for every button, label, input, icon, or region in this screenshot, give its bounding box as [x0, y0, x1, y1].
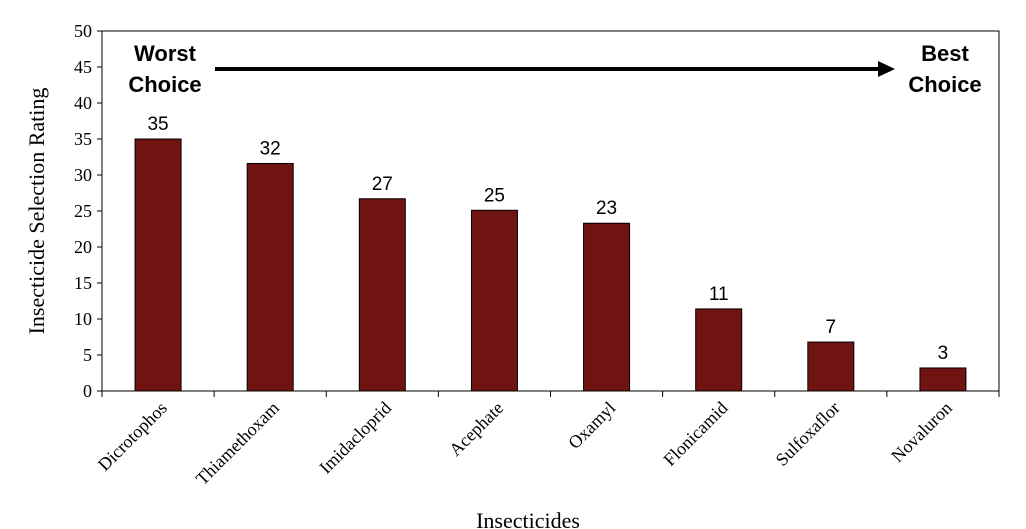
y-tick-label: 45 [74, 57, 92, 77]
data-label: 25 [484, 185, 505, 206]
x-tick-label: Imidacloprid [315, 398, 395, 478]
direction-arrow-head [878, 61, 895, 77]
x-tick-label: Novaluron [887, 398, 956, 467]
y-tick-label: 5 [83, 345, 92, 365]
data-label: 35 [147, 114, 168, 135]
y-tick-label: 20 [74, 237, 92, 257]
x-tick-label: Sulfoxaflor [772, 398, 844, 470]
y-axis: 0 5 10 15 20 25 30 35 40 45 50 [74, 21, 102, 401]
x-tick-label: Thiamethoxam [192, 398, 283, 489]
x-tick-label: Acephate [445, 398, 507, 460]
x-axis-title: Insecticides [476, 508, 580, 529]
bar-oxamyl [583, 222, 631, 392]
data-labels: 35 32 27 25 23 11 7 3 [147, 114, 948, 364]
y-tick-label: 50 [74, 21, 92, 41]
y-tick-label: 30 [74, 165, 92, 185]
x-tick-label: Flonicamid [659, 398, 731, 470]
y-tick-label: 40 [74, 93, 92, 113]
x-tick-label: Oxamyl [564, 398, 619, 453]
data-label: 3 [938, 343, 949, 364]
y-tick-label: 35 [74, 129, 92, 149]
bar-imidacloprid [358, 198, 406, 392]
x-axis: Dicrotophos Thiamethoxam Imidacloprid Aceph… [94, 391, 1000, 489]
plot-frame [101, 30, 1000, 392]
y-tick-label: 15 [74, 273, 92, 293]
data-label: 11 [709, 284, 729, 305]
data-label: 27 [372, 174, 393, 195]
bar-thiamethoxam [246, 162, 294, 392]
bar-acephate [470, 209, 518, 392]
worst-label-line2: Choice [128, 72, 201, 97]
bar-sulfoxaflor [807, 341, 855, 392]
x-tick-label: Dicrotophos [94, 398, 171, 475]
y-axis-title: Insecticide Selection Rating [24, 88, 49, 335]
data-label: 23 [596, 198, 617, 219]
best-label-line1: Best [921, 41, 969, 66]
worst-label-line1: Worst [134, 41, 197, 66]
y-tick-label: 10 [74, 309, 92, 329]
bar-novaluron [919, 367, 967, 392]
y-tick-label: 25 [74, 201, 92, 221]
worst-best-annotation: Worst Choice Best Choice [128, 41, 981, 97]
data-label: 32 [260, 138, 281, 159]
y-tick-label: 0 [83, 381, 92, 401]
bar-flonicamid [695, 308, 743, 392]
bar-dicrotophos [134, 138, 182, 392]
data-label: 7 [826, 317, 837, 338]
best-label-line2: Choice [908, 72, 981, 97]
bars [134, 138, 967, 392]
